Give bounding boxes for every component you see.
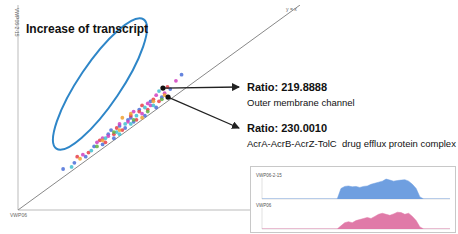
y-axis-label: VWP06-2-15 bbox=[14, 8, 20, 37]
scatter-point bbox=[118, 128, 122, 132]
scatter-point bbox=[61, 167, 65, 171]
scatter-point bbox=[151, 104, 155, 108]
scatter-point bbox=[151, 99, 155, 103]
point-series bbox=[70, 89, 161, 169]
scatter-point bbox=[112, 130, 116, 134]
annotation-arrow bbox=[168, 97, 239, 128]
highlighted-point bbox=[160, 85, 165, 90]
coverage-track: VWP06-2-15 bbox=[256, 173, 450, 199]
scatter-point bbox=[146, 110, 150, 114]
scatter-point bbox=[101, 138, 105, 142]
scatter-point bbox=[70, 165, 74, 169]
scatter-point bbox=[180, 73, 184, 77]
scatter-point bbox=[160, 97, 164, 101]
track-axis bbox=[262, 208, 263, 229]
scatter-point bbox=[89, 149, 93, 153]
figure: Increase of transcripty = xVWP06VWP06-2-… bbox=[0, 0, 458, 234]
scatter-chart: Increase of transcript y = x VWP06 VWP06-2-… bbox=[10, 5, 456, 218]
scatter-point bbox=[73, 161, 77, 165]
inset-frame bbox=[251, 167, 456, 233]
scatter-point bbox=[120, 116, 124, 120]
scatter-point bbox=[112, 136, 116, 140]
chart-title: Increase of transcript bbox=[26, 22, 148, 36]
scatter-point bbox=[132, 118, 136, 122]
scatter-point bbox=[95, 145, 99, 149]
scatter-point bbox=[174, 79, 178, 83]
track-axis bbox=[262, 178, 263, 199]
coverage-area bbox=[262, 179, 450, 199]
scatter-point bbox=[140, 116, 144, 120]
annotation-ratio: Ratio: 230.0010 bbox=[247, 122, 327, 134]
x-axis-label: VWP06 bbox=[10, 212, 27, 218]
scatter-point bbox=[118, 122, 122, 126]
scatter-point bbox=[123, 122, 127, 126]
scatter-point bbox=[157, 89, 161, 93]
point-series bbox=[75, 85, 169, 159]
diagonal-label: y = x bbox=[286, 6, 297, 12]
track-title: VWP06-2-15 bbox=[256, 173, 282, 178]
scatter-point bbox=[129, 122, 133, 126]
coverage-inset: VWP06-2-15 VWP06 bbox=[251, 167, 456, 233]
point-series bbox=[78, 93, 166, 160]
scatter-point bbox=[140, 112, 144, 116]
point-series bbox=[81, 79, 178, 157]
scatter-point bbox=[95, 140, 99, 144]
point-series bbox=[95, 97, 164, 148]
scatter-point bbox=[81, 153, 85, 157]
scatter-point bbox=[135, 114, 139, 118]
scatter-point bbox=[78, 157, 82, 161]
annotation-text: Outer membrane channel bbox=[247, 97, 355, 108]
scatter-point bbox=[118, 132, 122, 136]
scatter-point bbox=[154, 93, 158, 97]
track-plot bbox=[262, 179, 450, 199]
track-title: VWP06 bbox=[256, 203, 272, 208]
coverage-track: VWP06 bbox=[256, 203, 450, 229]
annotation-ratio: Ratio: 219.8888 bbox=[247, 81, 327, 93]
highlighted-point bbox=[165, 94, 170, 99]
scatter-point bbox=[143, 106, 147, 110]
coverage-area bbox=[262, 212, 450, 229]
scatter-point bbox=[129, 112, 133, 116]
annotation-text: AcrA-AcrB-AcrZ-TolC drug efflux protein … bbox=[247, 138, 456, 149]
annotation-arrow bbox=[163, 87, 239, 88]
track-plot bbox=[262, 212, 450, 229]
